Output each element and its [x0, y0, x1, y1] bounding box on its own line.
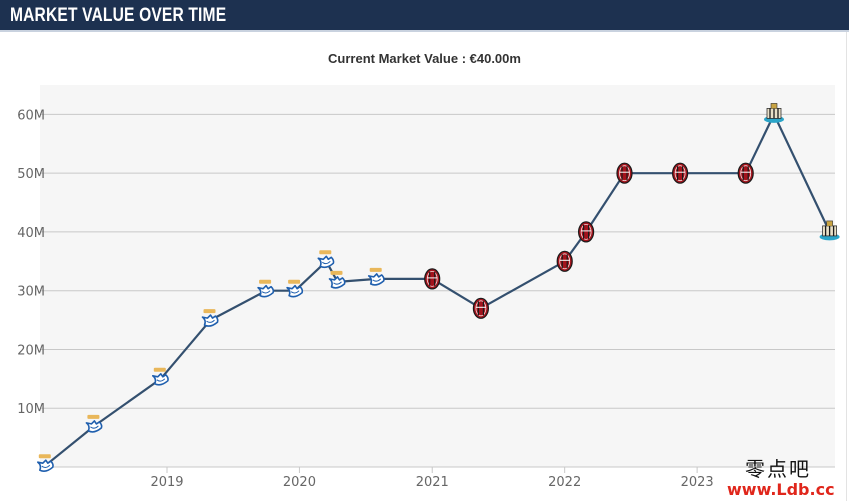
y-axis-tick-labels: 10M 20M 30M 40M 50M 60M [17, 108, 45, 417]
panel-border [846, 32, 847, 501]
brescia-crest-icon [257, 279, 275, 298]
brescia-crest-icon [367, 267, 385, 286]
ac-milan-crest-icon [472, 297, 489, 319]
brescia-crest-icon [85, 414, 103, 433]
section-header: MARKET VALUE OVER TIME [0, 0, 849, 32]
market-value-markers [36, 103, 840, 472]
y-tick-label: 50M [17, 167, 45, 182]
watermark-chinese: 零点吧 [745, 457, 811, 481]
brescia-crest-icon [36, 454, 54, 472]
y-tick-label: 20M [17, 343, 45, 358]
y-tick-label: 40M [17, 226, 45, 241]
ac-milan-crest-icon [556, 250, 573, 272]
x-tick-label: 2021 [416, 475, 449, 490]
brescia-crest-icon [317, 250, 335, 269]
ac-milan-crest-icon [616, 162, 633, 184]
brescia-crest-icon [328, 270, 346, 289]
brescia-crest-icon [201, 309, 219, 327]
newcastle-crest-icon [819, 220, 840, 241]
y-tick-label: 30M [17, 285, 45, 300]
y-tick-label: 10M [17, 402, 45, 417]
section-title: MARKET VALUE OVER TIME [10, 5, 227, 26]
x-tick-label: 2019 [150, 475, 183, 490]
brescia-crest-icon [152, 367, 169, 386]
x-tick-label: 2022 [548, 475, 581, 490]
y-tick-label: 60M [17, 108, 45, 123]
x-tick-label: 2020 [283, 475, 316, 490]
ac-milan-crest-icon [424, 268, 441, 290]
ac-milan-crest-icon [577, 221, 595, 243]
ac-milan-crest-icon [737, 162, 754, 184]
brescia-crest-icon [286, 279, 304, 298]
x-axis-tick-labels: 2019 2020 2021 2022 2023 [150, 467, 714, 490]
market-value-line [45, 113, 831, 467]
current-market-value: Current Market Value : €40.00m [328, 51, 521, 66]
ac-milan-crest-icon [671, 162, 689, 184]
newcastle-crest-icon [764, 103, 784, 123]
watermark-url: www.Ldb.cc [727, 480, 835, 499]
x-tick-label: 2023 [681, 475, 714, 490]
